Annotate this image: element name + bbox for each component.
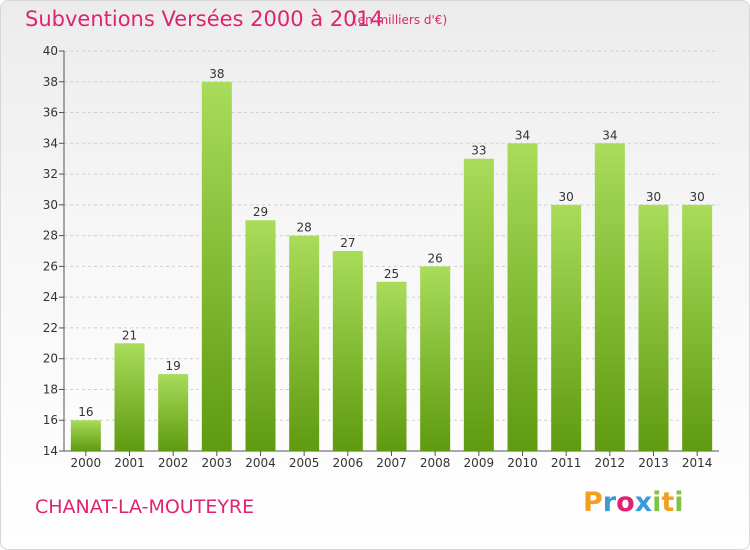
data-label: 30	[559, 190, 574, 204]
logo-letter: o	[616, 487, 635, 518]
y-tick-label: 28	[43, 229, 58, 243]
y-tick-label: 40	[43, 44, 58, 58]
data-label: 30	[646, 190, 661, 204]
data-label: 30	[690, 190, 705, 204]
x-tick-label: 2004	[245, 456, 276, 470]
x-tick-label: 2012	[595, 456, 626, 470]
logo-letter: i	[674, 487, 684, 518]
x-tick-label: 2000	[71, 456, 102, 470]
proxiti-logo[interactable]: Proxiti	[583, 487, 684, 518]
bar	[289, 235, 320, 451]
data-label: 19	[166, 359, 181, 373]
x-tick-label: 2009	[464, 456, 495, 470]
x-tick-label: 2002	[158, 456, 189, 470]
x-tick-label: 2010	[507, 456, 538, 470]
data-label: 21	[122, 328, 137, 342]
logo-letter: x	[634, 487, 653, 518]
y-tick-label: 26	[43, 259, 58, 273]
x-tick-label: 2006	[333, 456, 364, 470]
bar	[245, 220, 276, 451]
y-tick-label: 36	[43, 106, 58, 120]
bar	[201, 81, 232, 452]
y-tick-label: 20	[43, 352, 58, 366]
logo-letter: t	[661, 487, 675, 518]
chart-title: Subventions Versées 2000 à 2014	[25, 7, 384, 31]
logo-letter: P	[583, 487, 603, 518]
data-label: 34	[602, 128, 617, 142]
bar	[158, 374, 189, 451]
logo-letter: r	[602, 487, 617, 518]
y-tick-label: 24	[43, 290, 58, 304]
x-tick-label: 2005	[289, 456, 320, 470]
y-tick-label: 16	[43, 413, 58, 427]
data-label: 16	[78, 405, 93, 419]
y-tick-label: 32	[43, 167, 58, 181]
data-label: 34	[515, 128, 530, 142]
y-tick-label: 14	[43, 444, 58, 458]
logo-letter: i	[652, 487, 662, 518]
y-tick-label: 30	[43, 198, 58, 212]
data-label: 26	[428, 251, 443, 265]
bar	[507, 143, 538, 452]
data-label: 25	[384, 267, 399, 281]
x-tick-label: 2013	[638, 456, 669, 470]
bar	[551, 204, 582, 451]
y-tick-label: 34	[43, 136, 58, 150]
data-label: 38	[209, 67, 224, 81]
data-label: 33	[471, 144, 486, 158]
x-tick-label: 2003	[202, 456, 233, 470]
x-tick-label: 2001	[114, 456, 145, 470]
data-label: 28	[297, 221, 312, 235]
bar	[638, 204, 669, 451]
x-tick-label: 2011	[551, 456, 582, 470]
bar	[332, 251, 363, 451]
chart-subtitle: (en milliers d'€)	[353, 13, 448, 27]
y-tick-label: 38	[43, 75, 58, 89]
bar	[376, 281, 407, 451]
bar	[420, 266, 451, 451]
data-label: 29	[253, 205, 268, 219]
bar	[463, 158, 494, 451]
bar	[114, 343, 145, 451]
x-tick-label: 2008	[420, 456, 451, 470]
bar	[70, 420, 101, 451]
y-tick-label: 18	[43, 382, 58, 396]
y-tick-label: 22	[43, 321, 58, 335]
bar	[594, 143, 625, 452]
x-tick-label: 2007	[376, 456, 407, 470]
commune-name: CHANAT-LA-MOUTEYRE	[35, 496, 255, 518]
data-label: 27	[340, 236, 355, 250]
x-tick-label: 2014	[682, 456, 713, 470]
bar	[682, 204, 713, 451]
